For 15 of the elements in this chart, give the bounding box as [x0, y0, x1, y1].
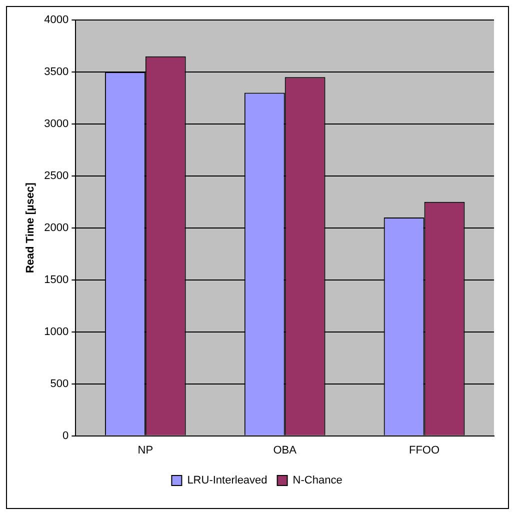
y-tick-label: 0: [62, 430, 69, 442]
y-tick-label: 500: [50, 378, 69, 390]
legend-label: N-Chance: [292, 474, 342, 487]
y-tick-label: 2500: [44, 170, 69, 182]
x-tick-label: OBA: [273, 444, 298, 456]
x-tick-label: FFOO: [408, 444, 440, 456]
y-axis-title: Read Time [µsec]: [24, 182, 37, 274]
y-tick-label: 4000: [44, 14, 69, 26]
y-tick-label: 1500: [44, 274, 69, 286]
legend-label: LRU-Interleaved: [187, 474, 268, 487]
y-tick-label: 2000: [44, 222, 69, 234]
y-tick-label: 3000: [44, 118, 69, 130]
y-tick-label: 1000: [44, 326, 69, 338]
y-tick-label: 3500: [44, 66, 69, 78]
x-tick-label: NP: [138, 444, 154, 456]
